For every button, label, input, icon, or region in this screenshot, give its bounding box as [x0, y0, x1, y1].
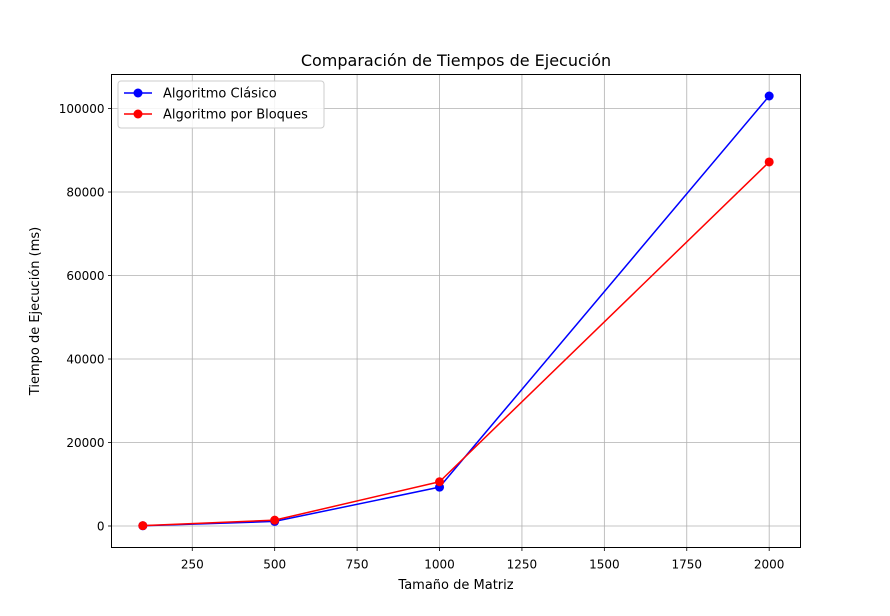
series-line: [142, 161, 770, 527]
x-tick-label: 1500: [589, 558, 620, 572]
x-tick-label: 750: [346, 558, 369, 572]
legend-box: [117, 80, 325, 129]
chart-title: Comparación de Tiempos de Ejecución: [301, 51, 611, 70]
data-point: [270, 515, 280, 525]
data-point: [764, 157, 774, 167]
plot-series: [138, 91, 774, 531]
x-tick-label: 1750: [671, 558, 702, 572]
y-tick-label: 60000: [66, 269, 104, 283]
y-axis-label: Tiempo de Ejecución (ms): [28, 227, 43, 396]
legend-label: Algoritmo Clásico: [163, 87, 277, 102]
y-tick-label: 20000: [66, 436, 104, 450]
legend-items: Algoritmo Clásico Algoritmo por Bloques: [124, 87, 308, 123]
y-tick-label: 0: [97, 520, 105, 534]
legend: Algoritmo Clásico Algoritmo por Bloques: [117, 80, 325, 129]
x-tick-label: 1250: [507, 558, 538, 572]
x-tick-label: 2000: [754, 558, 785, 572]
data-point: [435, 477, 445, 487]
y-tick-label: 40000: [66, 353, 104, 367]
x-tick-label: 500: [263, 558, 286, 572]
axis-ticks: 250 500 750 1000 1250 1500 1750 200002000040000…: [59, 102, 785, 571]
data-point: [138, 521, 148, 531]
legend-marker: [133, 88, 143, 98]
x-tick-label: 1000: [424, 558, 455, 572]
y-tick-label: 80000: [66, 186, 104, 200]
y-tick-label: 100000: [59, 102, 105, 116]
plot-frame: [111, 74, 801, 548]
legend-marker: [133, 109, 143, 119]
data-point: [764, 91, 774, 101]
grid-lines: [111, 74, 801, 548]
legend-label: Algoritmo por Bloques: [163, 108, 308, 123]
x-axis-label: Tamaño de Matriz: [397, 578, 513, 593]
x-tick-label: 250: [181, 558, 204, 572]
series-2: [138, 157, 774, 531]
